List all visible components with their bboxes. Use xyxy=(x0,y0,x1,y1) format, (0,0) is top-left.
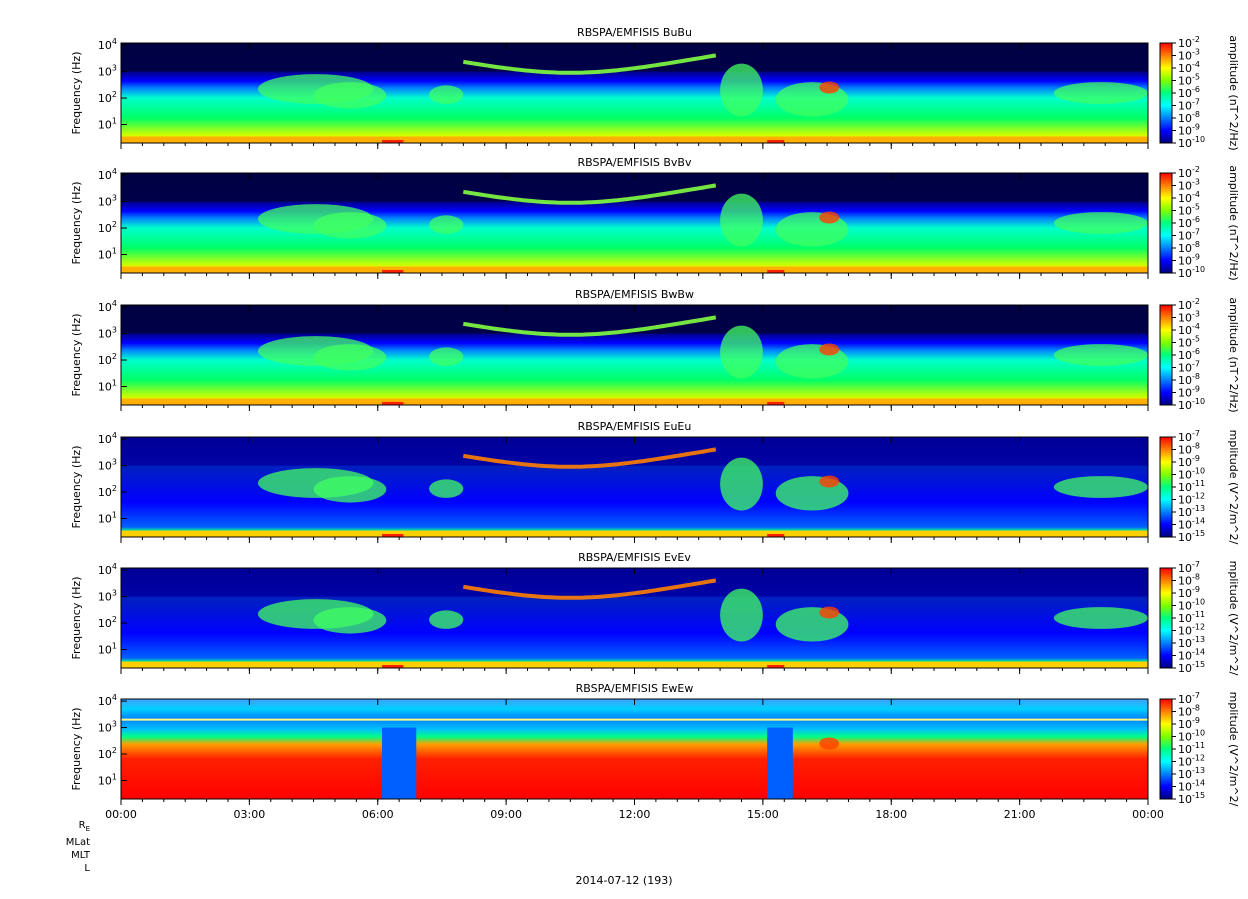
y-tick-label: 101 xyxy=(98,510,117,525)
y-tick-label: 103 xyxy=(98,326,117,341)
y-tick-label: 101 xyxy=(98,246,117,261)
y-tick-label: 101 xyxy=(98,641,117,656)
colorbar-label: amplitude (nT^2/Hz) xyxy=(1227,297,1240,412)
spectrogram-image xyxy=(121,568,1148,668)
y-tick-label: 101 xyxy=(98,772,117,787)
colorbar-label: mplitude (V^2/m^2/ xyxy=(1227,430,1240,545)
colorbar: 10-210-310-410-510-610-710-810-910-10 amp… xyxy=(1159,165,1240,281)
y-tick-label: 101 xyxy=(98,116,117,131)
colorbar-tick-label: 10-10 xyxy=(1178,135,1205,150)
y-tick-label: 102 xyxy=(98,746,117,761)
y-tick-label: 102 xyxy=(98,615,117,630)
colorbar-label: amplitude (nT^2/Hz) xyxy=(1227,35,1240,150)
colorbar-label: mplitude (V^2/m^2/ xyxy=(1227,561,1240,676)
colorbar-tick-label: 10-10 xyxy=(1178,397,1205,412)
y-tick-label: 104 xyxy=(98,693,117,708)
panel-title: RBSPA/EMFISIS EvEv xyxy=(578,551,691,564)
spectrogram-image xyxy=(121,43,1148,143)
y-tick-label: 102 xyxy=(98,90,117,105)
panel-title: RBSPA/EMFISIS EwEw xyxy=(576,682,694,695)
y-tick-label: 103 xyxy=(98,720,117,735)
x-tick-label: 21:00 xyxy=(1004,808,1036,821)
x-tick-label: 15:00 xyxy=(747,808,779,821)
y-tick-label: 103 xyxy=(98,194,117,209)
x-tick-label: 18:00 xyxy=(875,808,907,821)
panel-4: RBSPA/EMFISIS EuEu Frequency (Hz) 101 102 10… xyxy=(70,420,1240,545)
x-tick-label: 06:00 xyxy=(362,808,394,821)
x-tick-label: 09:00 xyxy=(490,808,522,821)
colorbar-tick-label: 10-15 xyxy=(1178,660,1205,675)
x-tick-label: 03:00 xyxy=(234,808,266,821)
y-tick-label: 104 xyxy=(98,431,117,446)
y-axis-label: Frequency (Hz) xyxy=(70,182,83,265)
orbit-label-mlt: MLT xyxy=(71,850,90,861)
colorbar: 10-710-810-910-1010-1110-1210-1310-1410-… xyxy=(1159,560,1240,676)
panel-title: RBSPA/EMFISIS BuBu xyxy=(577,26,692,39)
x-tick-label: 00:00 xyxy=(1132,808,1164,821)
x-tick-label: 00:00 xyxy=(105,808,137,821)
panel-1: RBSPA/EMFISIS BuBu Frequency (Hz) 101 102 10… xyxy=(70,26,1240,151)
y-tick-label: 104 xyxy=(98,299,117,314)
spectrogram-image xyxy=(121,173,1148,273)
y-axis-label: Frequency (Hz) xyxy=(70,708,83,791)
spectrogram-image xyxy=(121,437,1148,537)
panel-3: RBSPA/EMFISIS BwBw Frequency (Hz) 101 102 10… xyxy=(70,288,1240,413)
y-tick-label: 102 xyxy=(98,220,117,235)
panel-6: RBSPA/EMFISIS EwEw Frequency (Hz) 101 102 10… xyxy=(70,682,1240,821)
x-tick-label: 12:00 xyxy=(619,808,651,821)
y-tick-label: 104 xyxy=(98,37,117,52)
panel-title: RBSPA/EMFISIS BvBv xyxy=(578,156,692,169)
panel-title: RBSPA/EMFISIS EuEu xyxy=(578,420,692,433)
y-axis-label: Frequency (Hz) xyxy=(70,52,83,135)
orbit-label-re: RE xyxy=(78,820,90,833)
colorbar-tick-label: 10-10 xyxy=(1178,265,1205,280)
panel-5: RBSPA/EMFISIS EvEv Frequency (Hz) 101 102 10… xyxy=(70,551,1240,676)
colorbar-tick-label: 10-15 xyxy=(1178,529,1205,544)
panel-title: RBSPA/EMFISIS BwBw xyxy=(575,288,694,301)
y-tick-label: 103 xyxy=(98,589,117,604)
orbit-labels: RE MLat MLT L xyxy=(0,819,90,875)
colorbar-tick-label: 10-15 xyxy=(1178,791,1205,806)
y-tick-label: 103 xyxy=(98,64,117,79)
y-axis-label: Frequency (Hz) xyxy=(70,446,83,529)
colorbar: 10-210-310-410-510-610-710-810-910-10 amp… xyxy=(1159,35,1240,151)
orbit-label-mlat: MLat xyxy=(65,837,90,848)
spectrogram-image xyxy=(121,699,1148,799)
colorbar: 10-210-310-410-510-610-710-810-910-10 amp… xyxy=(1159,297,1240,413)
y-tick-label: 102 xyxy=(98,484,117,499)
y-tick-label: 104 xyxy=(98,167,117,182)
y-tick-label: 101 xyxy=(98,378,117,393)
y-axis-label: Frequency (Hz) xyxy=(70,314,83,397)
colorbar-label: mplitude (V^2/m^2/ xyxy=(1227,692,1240,807)
y-tick-label: 102 xyxy=(98,352,117,367)
colorbar: 10-710-810-910-1010-1110-1210-1310-1410-… xyxy=(1159,691,1240,807)
y-axis-label: Frequency (Hz) xyxy=(70,577,83,660)
y-tick-label: 104 xyxy=(98,562,117,577)
colorbar: 10-710-810-910-1010-1110-1210-1310-1410-… xyxy=(1159,429,1240,545)
colorbar-label: amplitude (nT^2/Hz) xyxy=(1227,165,1240,280)
panel-2: RBSPA/EMFISIS BvBv Frequency (Hz) 101 102 10… xyxy=(70,156,1240,281)
orbit-label-l: L xyxy=(84,863,90,874)
date-label: 2014-07-12 (193) xyxy=(575,874,673,887)
spectrogram-image xyxy=(121,305,1148,405)
y-tick-label: 103 xyxy=(98,458,117,473)
